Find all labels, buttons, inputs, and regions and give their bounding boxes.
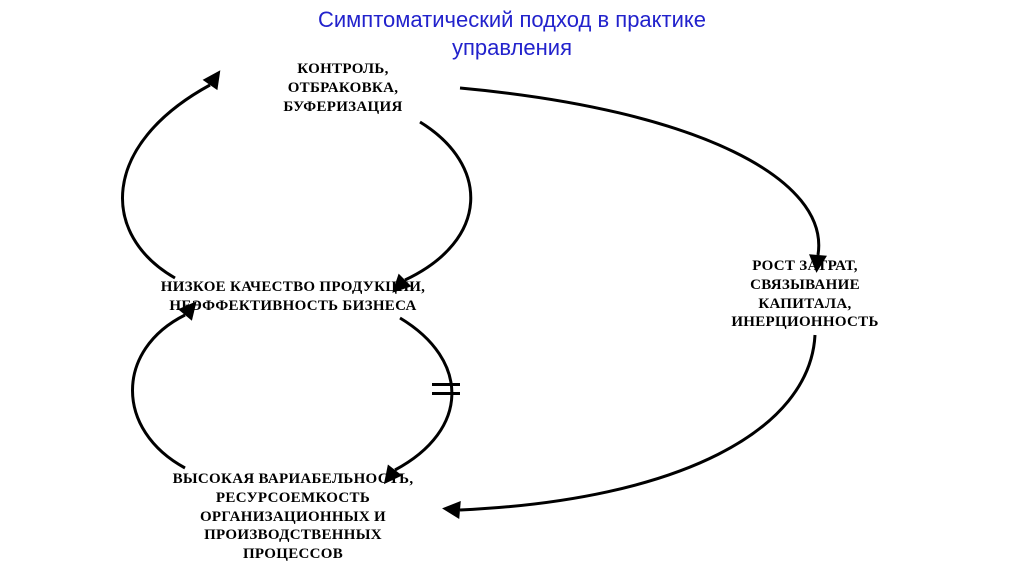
- edge-right-bottom: [460, 335, 815, 510]
- node-right: РОСТ ЗАТРАТ, СВЯЗЫВАНИЕ КАПИТАЛА, ИНЕРЦИ…: [690, 257, 920, 332]
- edge-middle-top: [123, 85, 210, 278]
- node-top: КОНТРОЛЬ, ОТБРАКОВКА, БУФЕРИЗАЦИЯ: [228, 60, 458, 116]
- title-line1: Симптоматический подход в практике: [318, 7, 706, 32]
- arrowhead-middle-top: [203, 65, 228, 90]
- diagram-title: Симптоматический подход в практике управ…: [0, 6, 1024, 61]
- node-middle: НИЗКОЕ КАЧЕСТВО ПРОДУКЦИИ, НЕЭФФЕКТИВНОС…: [118, 278, 468, 316]
- delay-mark-icon: [432, 380, 460, 398]
- diagram-canvas: Симптоматический подход в практике управ…: [0, 0, 1024, 576]
- node-bottom: ВЫСОКАЯ ВАРИАБЕЛЬНОСТЬ, РЕСУРСОЕМКОСТЬ О…: [128, 470, 458, 564]
- edge-top-right: [460, 88, 819, 255]
- title-line2: управления: [452, 35, 572, 60]
- edge-bottom-middle: [133, 315, 186, 468]
- edge-top-middle: [405, 122, 471, 280]
